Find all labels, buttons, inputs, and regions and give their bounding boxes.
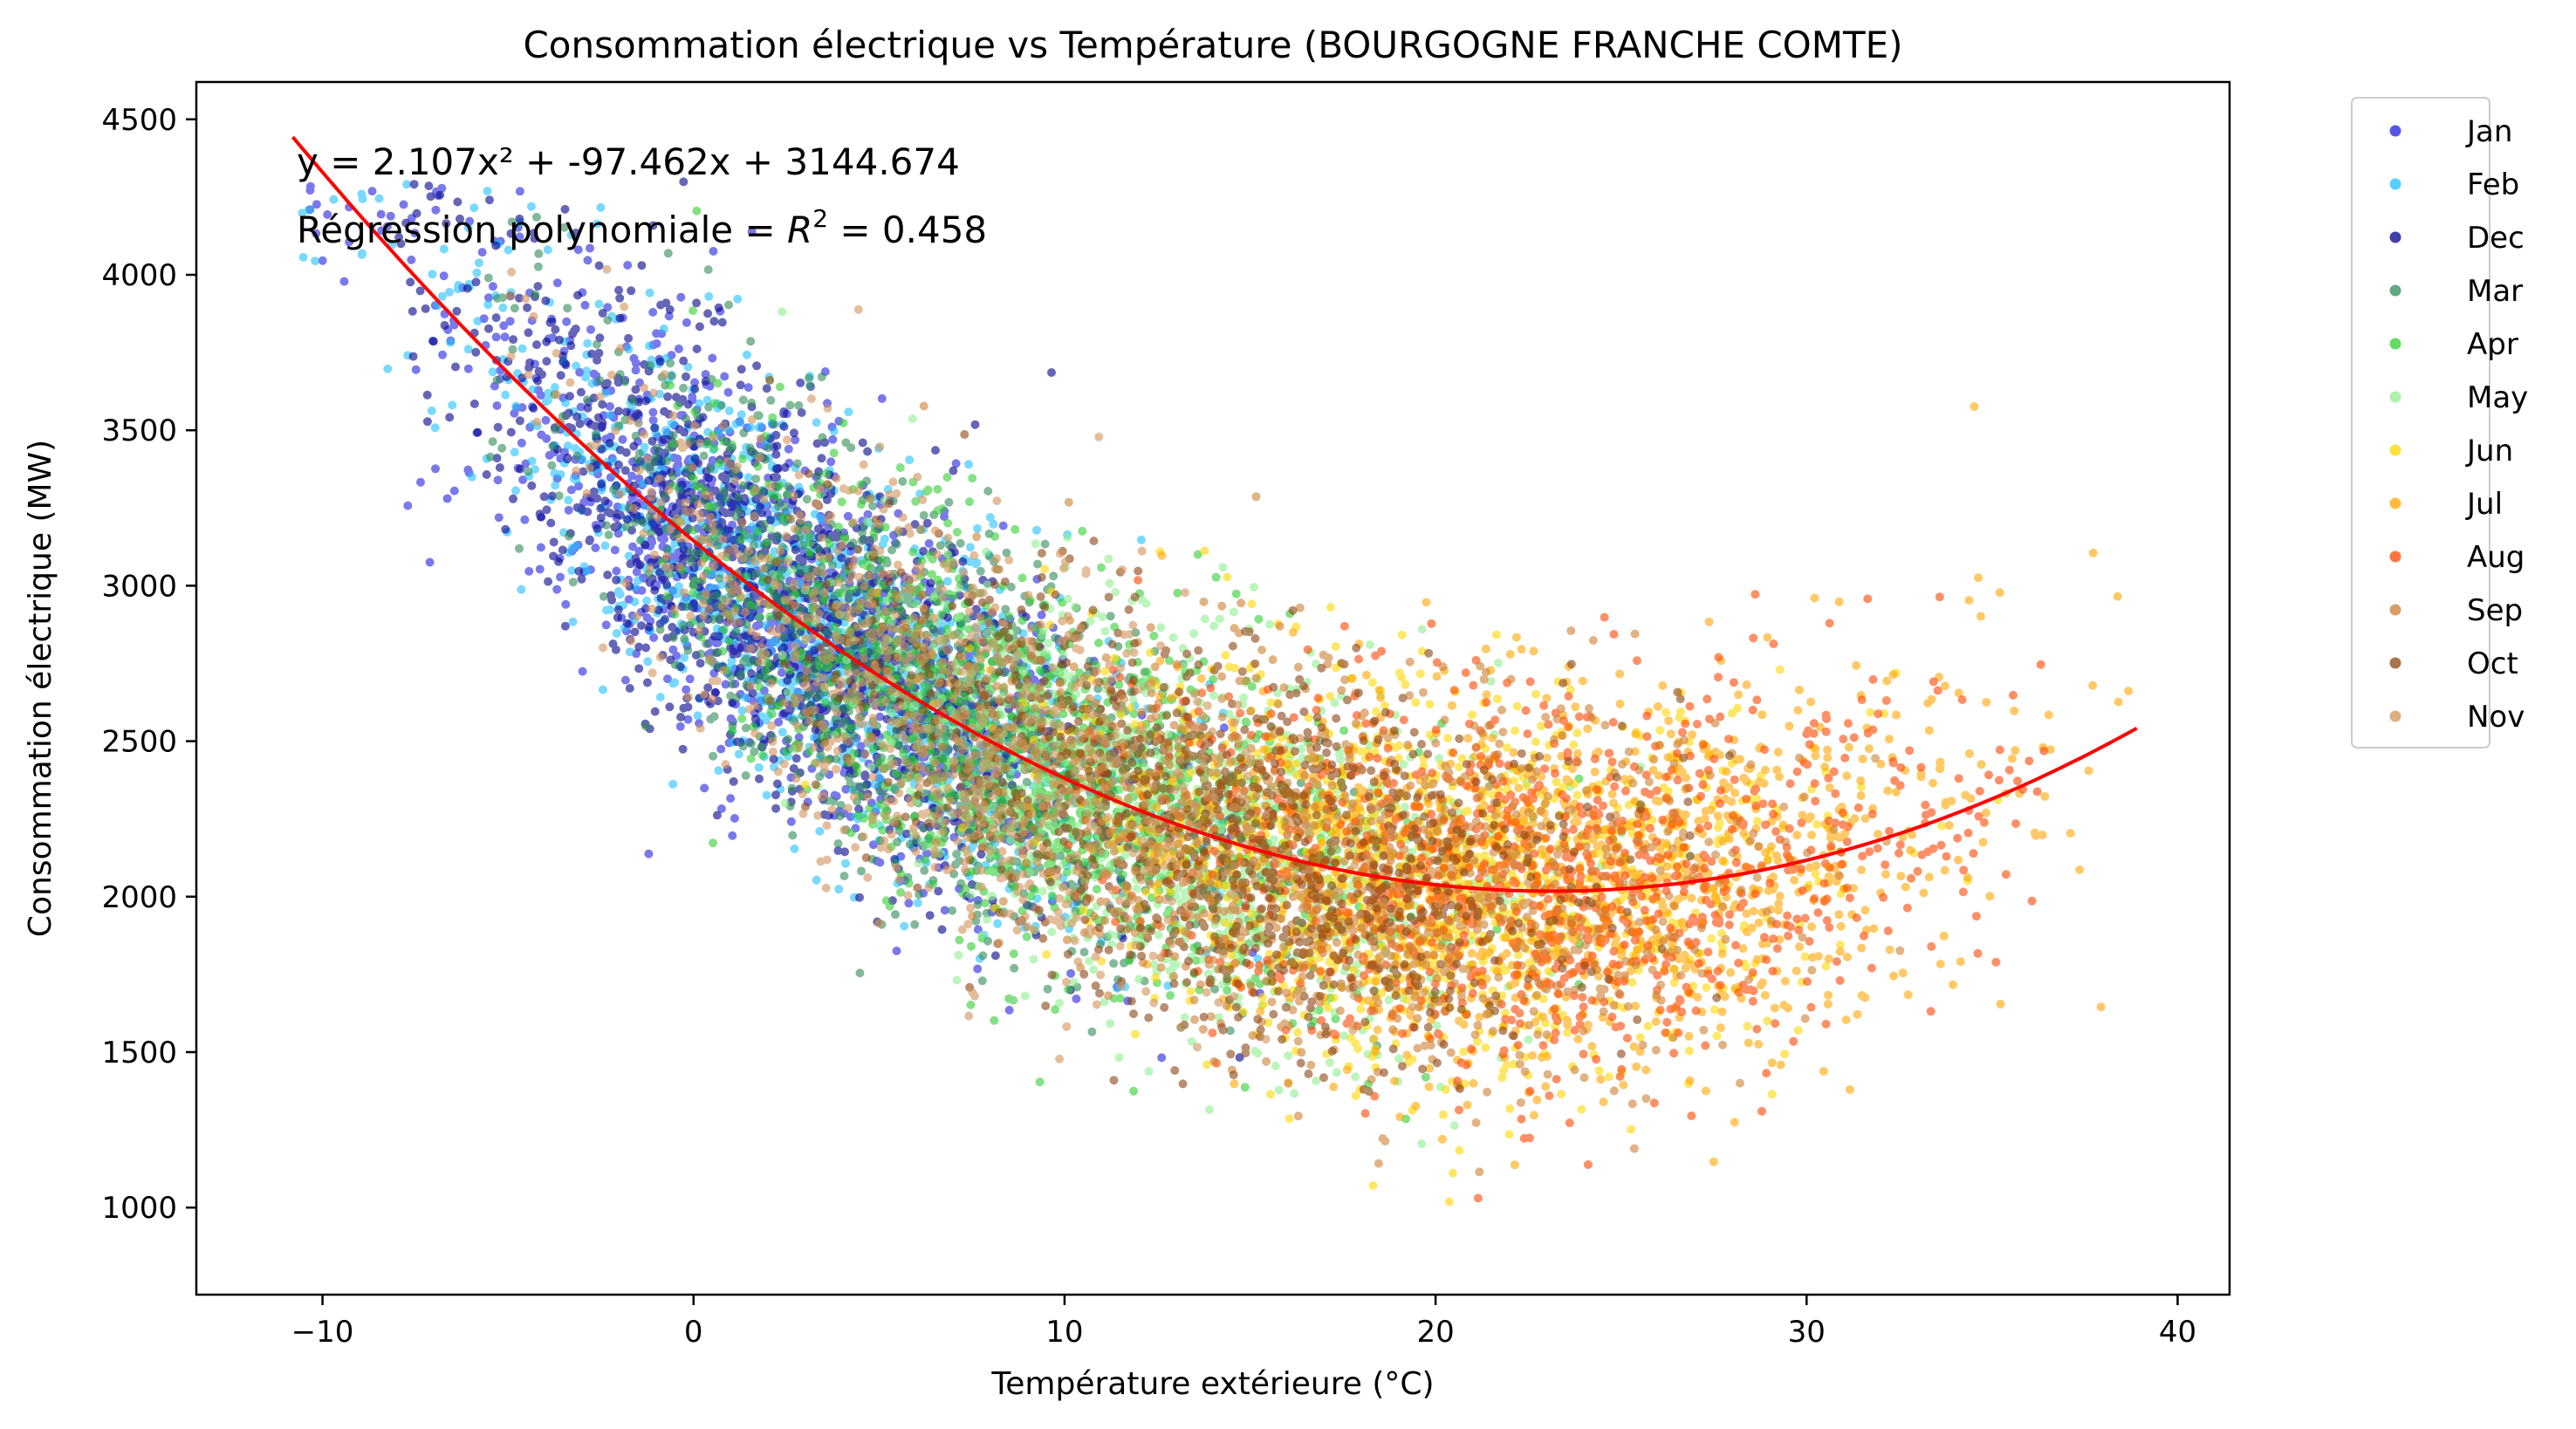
x-axis-ticks: −10 0 10 20 30 40 (291, 1295, 2196, 1350)
series-points-nov (505, 264, 1483, 1063)
legend-label-sep: Sep (2467, 593, 2523, 628)
legend-label-aug: Aug (2467, 540, 2525, 575)
x-tick-label: 0 (684, 1315, 703, 1350)
chart-title: Consommation électrique vs Température (… (523, 24, 1902, 66)
legend-marker-may (2389, 391, 2401, 403)
plot-frame (195, 80, 2231, 1296)
y-axis-ticks: 1000 1500 2000 2500 3000 3500 4000 4500 (101, 103, 196, 1226)
x-tick-label: 30 (1788, 1315, 1826, 1350)
x-tick-label: 10 (1045, 1315, 1083, 1350)
legend-marker-jul (2389, 497, 2401, 509)
y-tick-label: 4000 (101, 258, 177, 293)
legend-label-jan: Jan (2465, 114, 2512, 149)
legend-frame (2351, 97, 2490, 749)
legend-label-feb: Feb (2467, 168, 2519, 202)
y-tick-label: 1500 (101, 1036, 177, 1070)
legend-marker-nov (2389, 710, 2401, 722)
scatter-points (298, 177, 2134, 1207)
legend-marker-mar (2389, 284, 2401, 297)
r2-value: = 0.458 (828, 209, 987, 251)
r2-symbol: R (787, 209, 812, 251)
r2-superscript: 2 (812, 204, 828, 233)
legend-label-nov: Nov (2467, 700, 2525, 735)
series-points-jun (800, 546, 2003, 1207)
legend: Jan Feb Dec Mar Apr May Jun Jul Aug Sep Oct Nov (2351, 97, 2528, 749)
series-points-mar (483, 212, 1389, 1050)
legend-label-oct: Oct (2467, 646, 2518, 681)
y-tick-label: 3500 (101, 414, 177, 448)
legend-label-mar: Mar (2467, 274, 2523, 309)
legend-marker-feb (2389, 178, 2401, 190)
legend-marker-aug (2389, 550, 2401, 563)
equation-annotation: y = 2.107x² + -97.462x + 3144.674 (297, 140, 960, 183)
series-points-aug (1064, 576, 2049, 1203)
legend-marker-sep (2389, 604, 2401, 616)
legend-label-jun: Jun (2465, 434, 2513, 468)
r2-annotation: Régression polynomiale = R2 = 0.458 (297, 204, 987, 251)
y-tick-label: 4500 (101, 103, 177, 138)
legend-label-may: May (2467, 380, 2528, 415)
legend-marker-jan (2389, 125, 2401, 137)
x-axis-label: Température extérieure (°C) (990, 1366, 1434, 1402)
x-tick-label: −10 (291, 1315, 354, 1350)
x-tick-label: 20 (1416, 1315, 1454, 1350)
x-tick-label: 40 (2159, 1315, 2196, 1350)
legend-label-dec: Dec (2467, 221, 2525, 256)
y-tick-label: 3000 (101, 569, 177, 604)
y-tick-label: 1000 (101, 1191, 177, 1226)
series-points-jul (1134, 402, 2134, 1170)
y-axis-label: Consommation électrique (MW) (23, 440, 58, 937)
regression-curve (291, 135, 2138, 893)
legend-marker-dec (2389, 231, 2401, 243)
legend-marker-jun (2389, 444, 2401, 456)
legend-marker-apr (2389, 338, 2401, 350)
y-tick-label: 2500 (101, 725, 177, 760)
y-tick-label: 2000 (101, 880, 177, 915)
r2-prefix: Régression polynomiale = (297, 209, 787, 251)
legend-marker-oct (2389, 657, 2401, 669)
legend-label-apr: Apr (2467, 327, 2518, 362)
legend-label-jul: Jul (2465, 487, 2503, 522)
